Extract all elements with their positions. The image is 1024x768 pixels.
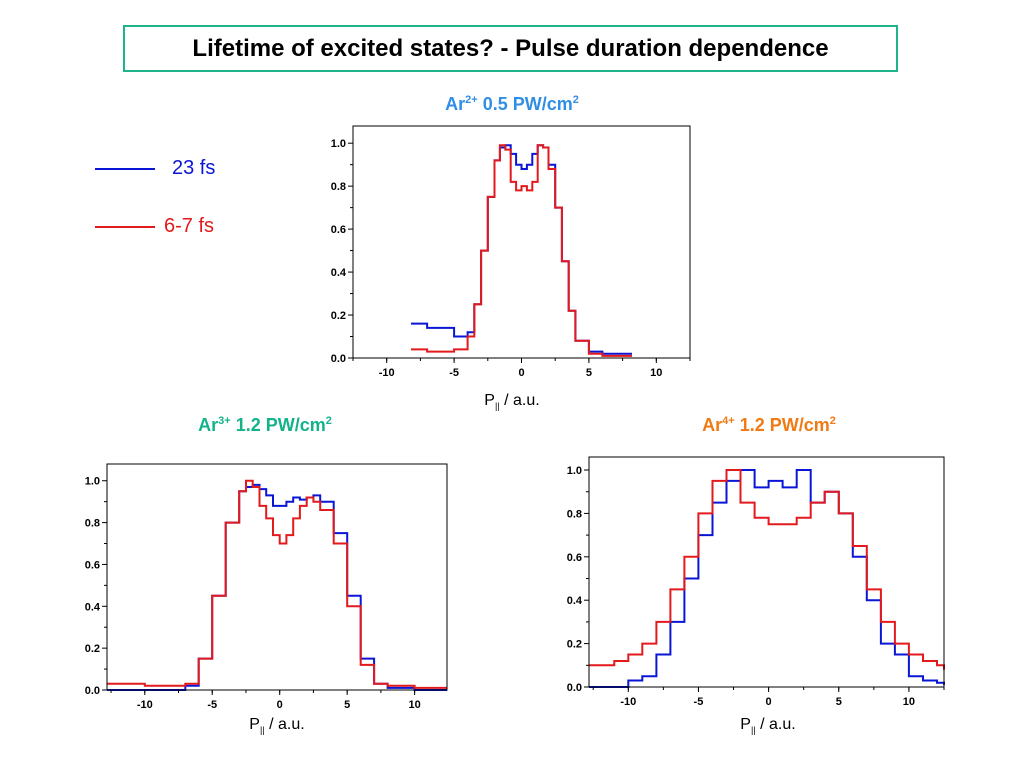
chart-title-sup: 3+: [218, 415, 231, 427]
xlabel-ar2: P|| / a.u.: [484, 392, 539, 411]
y-tick-label: 0.8: [85, 518, 100, 530]
series-line-red: [411, 144, 632, 357]
chart-title-ar4: Ar4+ 1.2 PW/cm2: [702, 415, 836, 436]
page-title: Lifetime of excited states? - Pulse dura…: [192, 34, 829, 62]
chart-title-text: Ar: [445, 94, 466, 114]
chart-title-sup2: 2: [572, 94, 579, 106]
x-tick-label: 0: [766, 696, 772, 708]
chart-title-sup: 4+: [722, 415, 735, 427]
xlabel-base: P: [740, 716, 751, 733]
xlabel-sub: ||: [494, 401, 500, 412]
x-tick-label: 5: [344, 699, 350, 711]
x-tick-label: 5: [836, 696, 842, 708]
legend-item-23fs: 23 fs: [92, 155, 252, 185]
chart-title-sup2: 2: [325, 415, 332, 427]
y-tick-label: 1.0: [331, 138, 346, 150]
y-tick-label: 0.0: [567, 682, 582, 694]
x-tick-label: 10: [408, 699, 420, 711]
xlabel-rest: / a.u.: [755, 716, 796, 733]
y-tick-label: 1.0: [567, 465, 582, 477]
series-line-red: [107, 479, 447, 689]
series-line-blue: [107, 483, 447, 691]
series-line-blue: [411, 144, 632, 355]
plot-frame: [106, 463, 448, 691]
chart-title-rest: 1.2 PW/cm: [734, 415, 830, 435]
xlabel-ar3: P|| / a.u.: [249, 716, 304, 735]
y-tick-label: 0.4: [331, 267, 347, 279]
y-tick-label: 0.4: [567, 595, 583, 607]
x-tick-label: 0: [277, 699, 283, 711]
x-tick-label: 10: [650, 367, 662, 379]
plot-frame: [588, 456, 945, 688]
legend-label: 6-7 fs: [164, 215, 215, 237]
x-tick-label: 10: [903, 696, 915, 708]
y-tick-label: 0.6: [331, 224, 346, 236]
chart-ar4: -10 -5 0 5 10 0.0 0.2 0.4 0.6 0.8 1.0: [567, 456, 945, 708]
y-tick-label: 0.2: [567, 639, 582, 651]
y-tick-label: 1.0: [85, 476, 100, 488]
chart-title-ar3: Ar3+ 1.2 PW/cm2: [198, 415, 332, 436]
series-line-red: [589, 469, 945, 670]
y-tick-label: 0.2: [85, 643, 100, 655]
legend-line-red: [95, 226, 155, 228]
x-tick-label: -10: [620, 696, 636, 708]
legend-line-blue: [95, 168, 155, 170]
y-tick-label: 0.4: [85, 601, 101, 613]
y-tick-label: 0.6: [567, 552, 582, 564]
title-frame: Lifetime of excited states? - Pulse dura…: [123, 25, 898, 72]
x-tick-label: -10: [137, 699, 153, 711]
chart-title-text: Ar: [198, 415, 219, 435]
x-tick-label: -5: [449, 367, 459, 379]
xlabel-sub: ||: [259, 725, 265, 736]
chart-title-rest: 0.5 PW/cm: [477, 94, 573, 114]
y-tick-label: 0.6: [85, 559, 100, 571]
y-tick-label: 0.0: [331, 353, 346, 365]
xlabel-base: P: [249, 716, 260, 733]
legend-label: 23 fs: [172, 157, 216, 179]
y-tick-label: 0.8: [567, 508, 582, 520]
series-line-blue: [589, 469, 945, 688]
xlabel-rest: / a.u.: [264, 716, 305, 733]
x-tick-label: -10: [379, 367, 395, 379]
xlabel-sub: ||: [750, 725, 756, 736]
x-tick-label: -5: [207, 699, 217, 711]
chart-title-rest: 1.2 PW/cm: [230, 415, 326, 435]
chart-title-ar2: Ar2+ 0.5 PW/cm2: [445, 94, 579, 115]
chart-ar2: -10 -5 0 5 10 0.0 0.2 0.4 0.6 0.8 1.0: [331, 125, 691, 379]
x-tick-label: 5: [586, 367, 592, 379]
xlabel-ar4: P|| / a.u.: [740, 716, 795, 735]
legend-item-6-7fs: 6-7 fs: [92, 213, 252, 243]
y-tick-label: 0.8: [331, 181, 346, 193]
y-tick-label: 0.2: [331, 310, 346, 322]
plot-frame: [352, 125, 691, 359]
chart-title-sup2: 2: [829, 415, 836, 427]
chart-title-sup: 2+: [465, 94, 478, 106]
x-tick-label: -5: [694, 696, 704, 708]
xlabel-rest: / a.u.: [499, 392, 540, 409]
chart-ar3: -10 -5 0 5 10 0.0 0.2 0.4 0.6 0.8 1.0: [85, 463, 448, 711]
x-tick-label: 0: [518, 367, 524, 379]
chart-title-text: Ar: [702, 415, 723, 435]
xlabel-base: P: [484, 392, 495, 409]
y-tick-label: 0.0: [85, 685, 100, 697]
